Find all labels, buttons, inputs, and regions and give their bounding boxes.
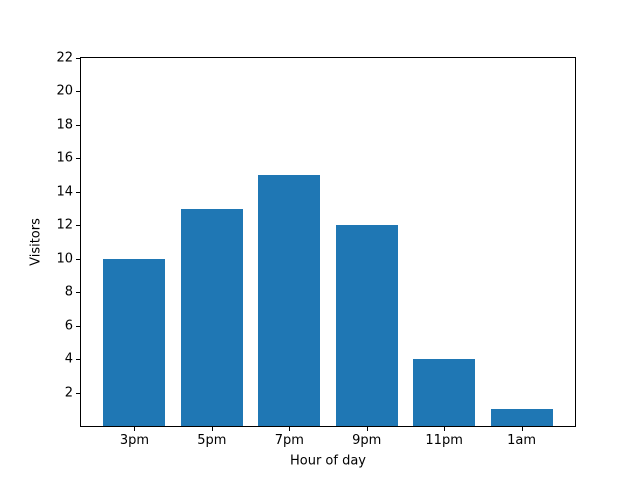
y-tick-mark xyxy=(76,325,80,327)
x-tick-mark xyxy=(134,427,136,431)
x-axis-label: Hour of day xyxy=(289,453,367,469)
y-tick-label: 4 xyxy=(64,351,73,367)
x-tick-label: 5pm xyxy=(197,433,227,448)
bar-5pm xyxy=(180,208,243,426)
y-axis-label: Visitors xyxy=(28,218,44,266)
y-tick-label: 8 xyxy=(64,284,73,300)
x-tick-mark xyxy=(444,427,446,431)
x-tick-mark xyxy=(366,427,368,431)
plot-area: 2 4 6 8 10 12 14 16 18 20 22 3pm 5pm 7pm 9pm 11pm 1am xyxy=(56,52,576,447)
y-tick-label: 12 xyxy=(56,217,73,233)
y-tick-label: 22 xyxy=(56,50,73,66)
y-tick-label: 2 xyxy=(64,385,73,401)
y-tick-label: 6 xyxy=(64,318,73,334)
x-tick-label: 7pm xyxy=(274,433,304,448)
y-tick-label: 16 xyxy=(56,150,73,166)
y-tick-mark xyxy=(76,392,80,394)
y-tick-mark xyxy=(76,225,80,227)
x-tick-mark xyxy=(211,427,213,431)
x-tick-label: 11pm xyxy=(425,433,463,448)
y-tick-mark xyxy=(76,91,80,93)
x-tick-mark xyxy=(521,427,523,431)
y-tick-label: 10 xyxy=(56,251,73,267)
x-tick-label: 9pm xyxy=(352,433,382,448)
bar-7pm xyxy=(258,175,321,426)
y-tick-label: 18 xyxy=(56,117,73,133)
y-tick-mark xyxy=(76,258,80,260)
bar-9pm xyxy=(335,225,398,426)
y-tick-label: 20 xyxy=(56,83,73,99)
y-tick-mark xyxy=(76,359,80,361)
bar-3pm xyxy=(103,258,166,426)
y-tick-mark xyxy=(76,292,80,294)
bar-11pm xyxy=(413,359,476,426)
y-tick-mark xyxy=(76,58,80,59)
y-tick-mark xyxy=(76,158,80,160)
x-tick-label: 1am xyxy=(507,433,537,448)
y-tick-label: 14 xyxy=(56,184,73,200)
x-tick-mark xyxy=(289,427,291,431)
x-tick-label: 3pm xyxy=(119,433,150,448)
y-tick-mark xyxy=(76,124,80,126)
y-tick-mark xyxy=(76,191,80,193)
bar-1am xyxy=(490,409,553,426)
